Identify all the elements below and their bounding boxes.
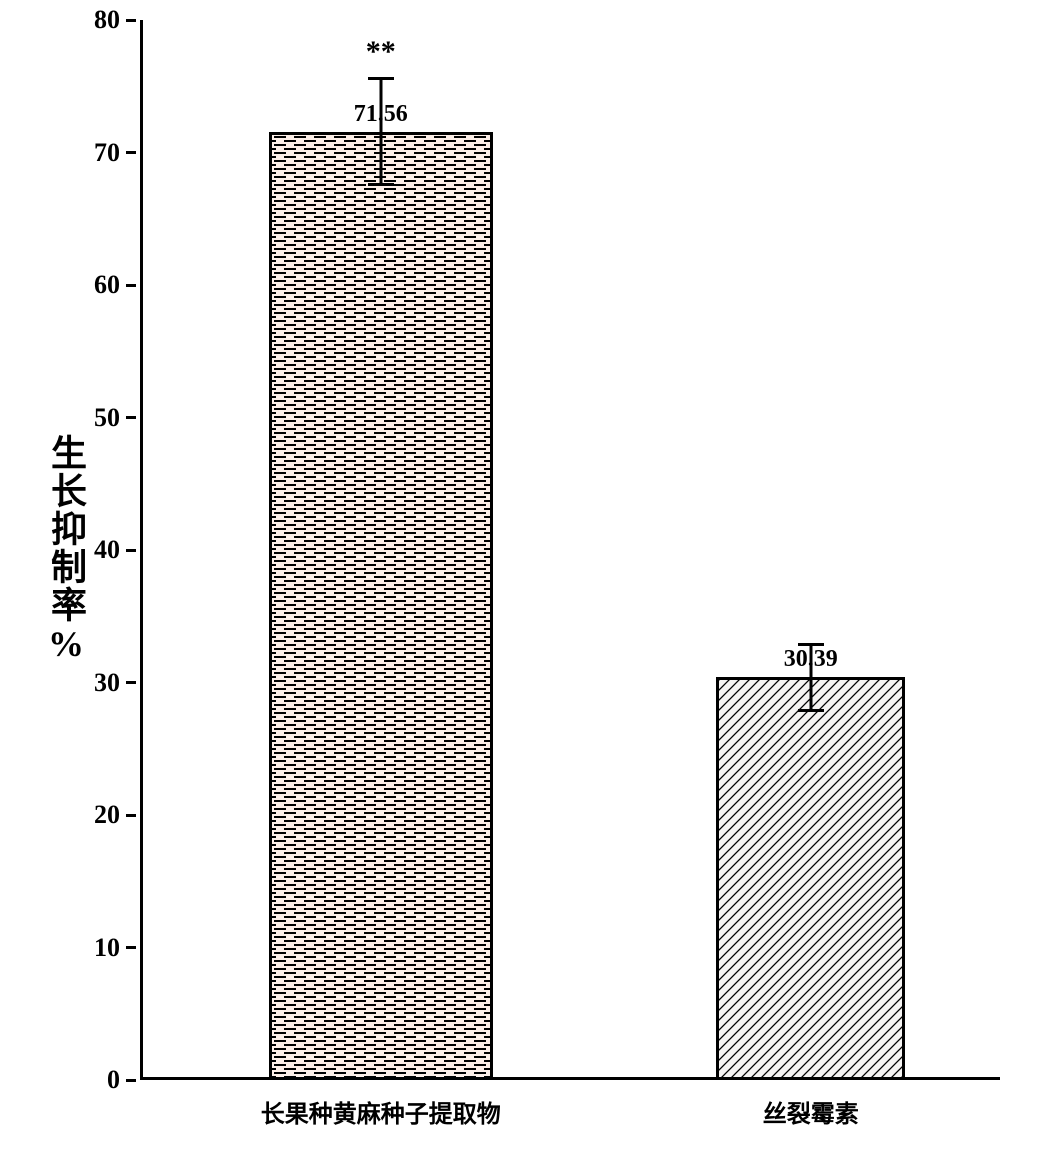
y-tick-label: 20	[94, 800, 120, 830]
error-bar-cap	[368, 77, 394, 80]
y-tick-mark	[126, 681, 136, 684]
bar: 71.56**长果种黄麻种子提取物	[269, 132, 493, 1080]
y-tick-label: 80	[94, 5, 120, 35]
bar-value-label: 71.56	[354, 101, 408, 128]
category-label: 长果种黄麻种子提取物	[261, 1080, 501, 1129]
y-tick-mark	[126, 1079, 136, 1082]
bar-fill	[716, 677, 905, 1080]
error-bar-cap	[368, 183, 394, 186]
y-tick-mark	[126, 19, 136, 22]
error-bar-cap	[798, 643, 824, 646]
y-tick-mark	[126, 151, 136, 154]
category-label: 丝裂霉素	[763, 1080, 859, 1129]
y-tick-label: 0	[107, 1065, 120, 1095]
bar-fill	[269, 132, 493, 1080]
y-axis	[140, 20, 143, 1080]
y-tick-label: 60	[94, 270, 120, 300]
bar: 30.39丝裂霉素	[716, 677, 905, 1080]
bar-chart: 01020304050607080 71.56**长果种黄麻种子提取物30.39…	[0, 0, 1041, 1155]
y-tick-label: 30	[94, 668, 120, 698]
y-tick-mark	[126, 814, 136, 817]
error-bar	[379, 79, 382, 185]
y-tick-label: 40	[94, 535, 120, 565]
y-tick-mark	[126, 284, 136, 287]
y-tick-mark	[126, 416, 136, 419]
y-tick-label: 10	[94, 933, 120, 963]
y-axis-label: 生长抑制率%	[40, 434, 92, 666]
y-tick-label: 50	[94, 403, 120, 433]
y-tick-mark	[126, 946, 136, 949]
significance-marker: **	[366, 35, 396, 69]
y-tick-mark	[126, 549, 136, 552]
y-tick-label: 70	[94, 138, 120, 168]
bar-value-label: 30.39	[784, 646, 838, 673]
error-bar-cap	[798, 709, 824, 712]
plot-area: 01020304050607080 71.56**长果种黄麻种子提取物30.39…	[140, 20, 1000, 1080]
